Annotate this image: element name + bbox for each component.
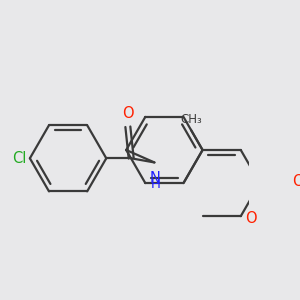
Text: N: N	[150, 171, 161, 186]
Text: O: O	[292, 174, 300, 189]
Text: CH₃: CH₃	[180, 113, 202, 126]
Text: H: H	[150, 178, 160, 191]
Text: Cl: Cl	[12, 151, 27, 166]
Text: O: O	[122, 106, 134, 121]
Text: O: O	[245, 211, 256, 226]
